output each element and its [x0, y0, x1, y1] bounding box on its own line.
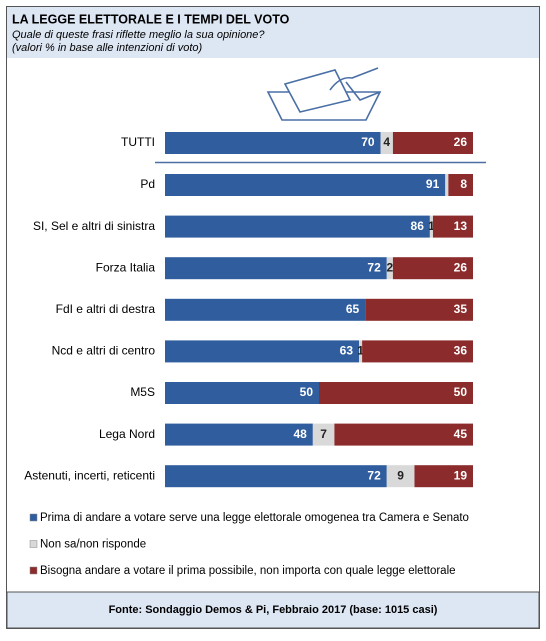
legend-marker — [29, 540, 38, 548]
value-label: 91 — [426, 177, 440, 191]
value-label: 26 — [454, 260, 468, 274]
bar-segment — [365, 298, 473, 321]
category-label: TUTTI — [121, 135, 155, 149]
bar-segment — [414, 465, 473, 488]
footer-bg — [6, 591, 540, 629]
bar-segment — [165, 465, 387, 488]
legend-label: Non sa/non risponde — [40, 539, 146, 551]
value-label: 48 — [293, 427, 307, 441]
value-label: 70 — [361, 135, 375, 149]
value-label: 36 — [454, 344, 468, 358]
value-label: 8 — [460, 177, 467, 191]
bar-segment — [165, 215, 430, 238]
value-label: 19 — [454, 468, 468, 482]
value-label: 35 — [454, 302, 468, 316]
value-label: 72 — [367, 260, 381, 274]
legend-marker — [29, 513, 38, 522]
value-label: 1 — [357, 344, 364, 358]
category-label: SI, Sel e altri di sinistra — [33, 219, 155, 233]
value-label: 65 — [346, 302, 360, 316]
value-label: 7 — [320, 427, 327, 441]
header-bg — [7, 7, 539, 58]
bar-segment — [165, 298, 366, 321]
bar-segment — [386, 257, 393, 280]
bar-segment — [165, 132, 381, 154]
bar-segment — [386, 465, 415, 488]
footer: Fonte: Sondaggio Demos & Pi, Febbraio 20… — [109, 604, 438, 616]
value-label: 50 — [300, 385, 314, 399]
bar-segment — [312, 423, 335, 446]
bar-segment — [165, 423, 313, 446]
chart-subtitle: (valori % in base alle intenzioni di vot… — [12, 42, 202, 54]
value-label: 2 — [386, 260, 393, 274]
chart-subtitle: Quale di queste frasi riflette meglio la… — [12, 29, 265, 41]
value-label: 45 — [454, 427, 468, 441]
bar-segment — [319, 382, 473, 404]
value-label: 26 — [454, 135, 468, 149]
value-label: 4 — [383, 135, 390, 149]
legend-label: Prima di andare a votare serve una legge… — [40, 512, 469, 524]
bar-segment — [334, 423, 473, 446]
bar-segment — [392, 132, 473, 154]
legend-marker — [29, 566, 38, 575]
category-label: FdI e altri di destra — [56, 302, 156, 316]
bar-segment — [392, 257, 473, 280]
legend-label: Bisogna andare a votare il prima possibi… — [40, 565, 456, 577]
bar-segment — [165, 174, 446, 196]
category-label: Ncd e altri di centro — [52, 344, 156, 358]
category-label: Forza Italia — [96, 260, 156, 274]
value-label: 13 — [454, 219, 468, 233]
chart-title: LA LEGGE ELETTORALE E I TEMPI DEL VOTO — [12, 12, 290, 26]
bar-segment — [429, 215, 433, 238]
category-label: Astenuti, incerti, reticenti — [24, 468, 155, 482]
category-label: M5S — [130, 385, 155, 399]
bar-segment — [165, 340, 360, 363]
bar-segment — [362, 340, 473, 363]
category-label: Lega Nord — [99, 427, 155, 441]
value-label: 63 — [340, 344, 354, 358]
bar-segment — [165, 382, 319, 404]
value-label: 50 — [454, 385, 468, 399]
bar-segment — [432, 215, 473, 238]
value-label: 9 — [397, 468, 404, 482]
value-label: 86 — [411, 219, 425, 233]
bar-segment — [380, 132, 393, 154]
value-label: 72 — [367, 468, 381, 482]
value-label: 1 — [428, 219, 435, 233]
category-label: Pd — [140, 177, 155, 191]
ballot-icon — [266, 67, 382, 121]
bar-segment — [448, 174, 473, 196]
bar-segment — [359, 340, 363, 363]
bar-segment — [165, 257, 387, 280]
bar-segment — [445, 174, 449, 196]
